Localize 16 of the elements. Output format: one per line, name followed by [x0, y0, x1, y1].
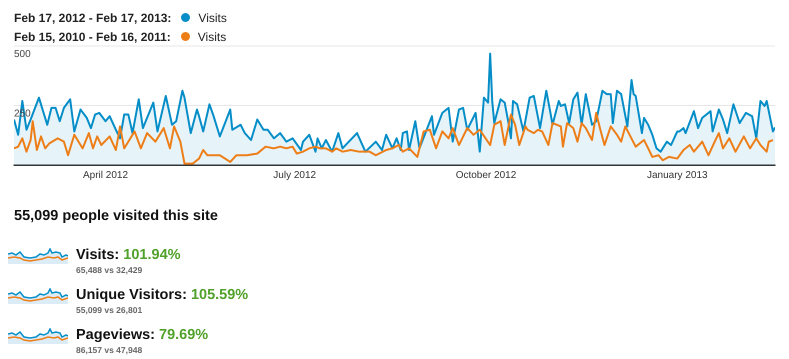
- text: 86,157 vs 47,948: [76, 345, 142, 355]
- text: Visits: 101.94%: [76, 247, 181, 263]
- text: 55,099 people visited this site: [14, 208, 218, 224]
- text: Unique Visitors: 105.59%: [76, 287, 248, 303]
- legend-label: Visits: [198, 30, 226, 44]
- text: Feb 17, 2012 - Feb 17, 2013:: [14, 10, 172, 24]
- text: Pageviews: 79.69%: [76, 327, 208, 343]
- text: Feb 15, 2010 - Feb 16, 2011:: [14, 30, 171, 44]
- x-tick-label: January 2013: [646, 170, 708, 181]
- text: 55,099 vs 26,801: [76, 305, 142, 315]
- text: 65,488 vs 32,429: [76, 265, 142, 275]
- y-tick-label: 500: [14, 48, 32, 60]
- x-tick-label: April 2012: [82, 170, 128, 181]
- x-tick-label: July 2012: [273, 170, 317, 181]
- legend-label: Visits: [198, 10, 227, 24]
- x-tick-label: October 2012: [456, 170, 517, 181]
